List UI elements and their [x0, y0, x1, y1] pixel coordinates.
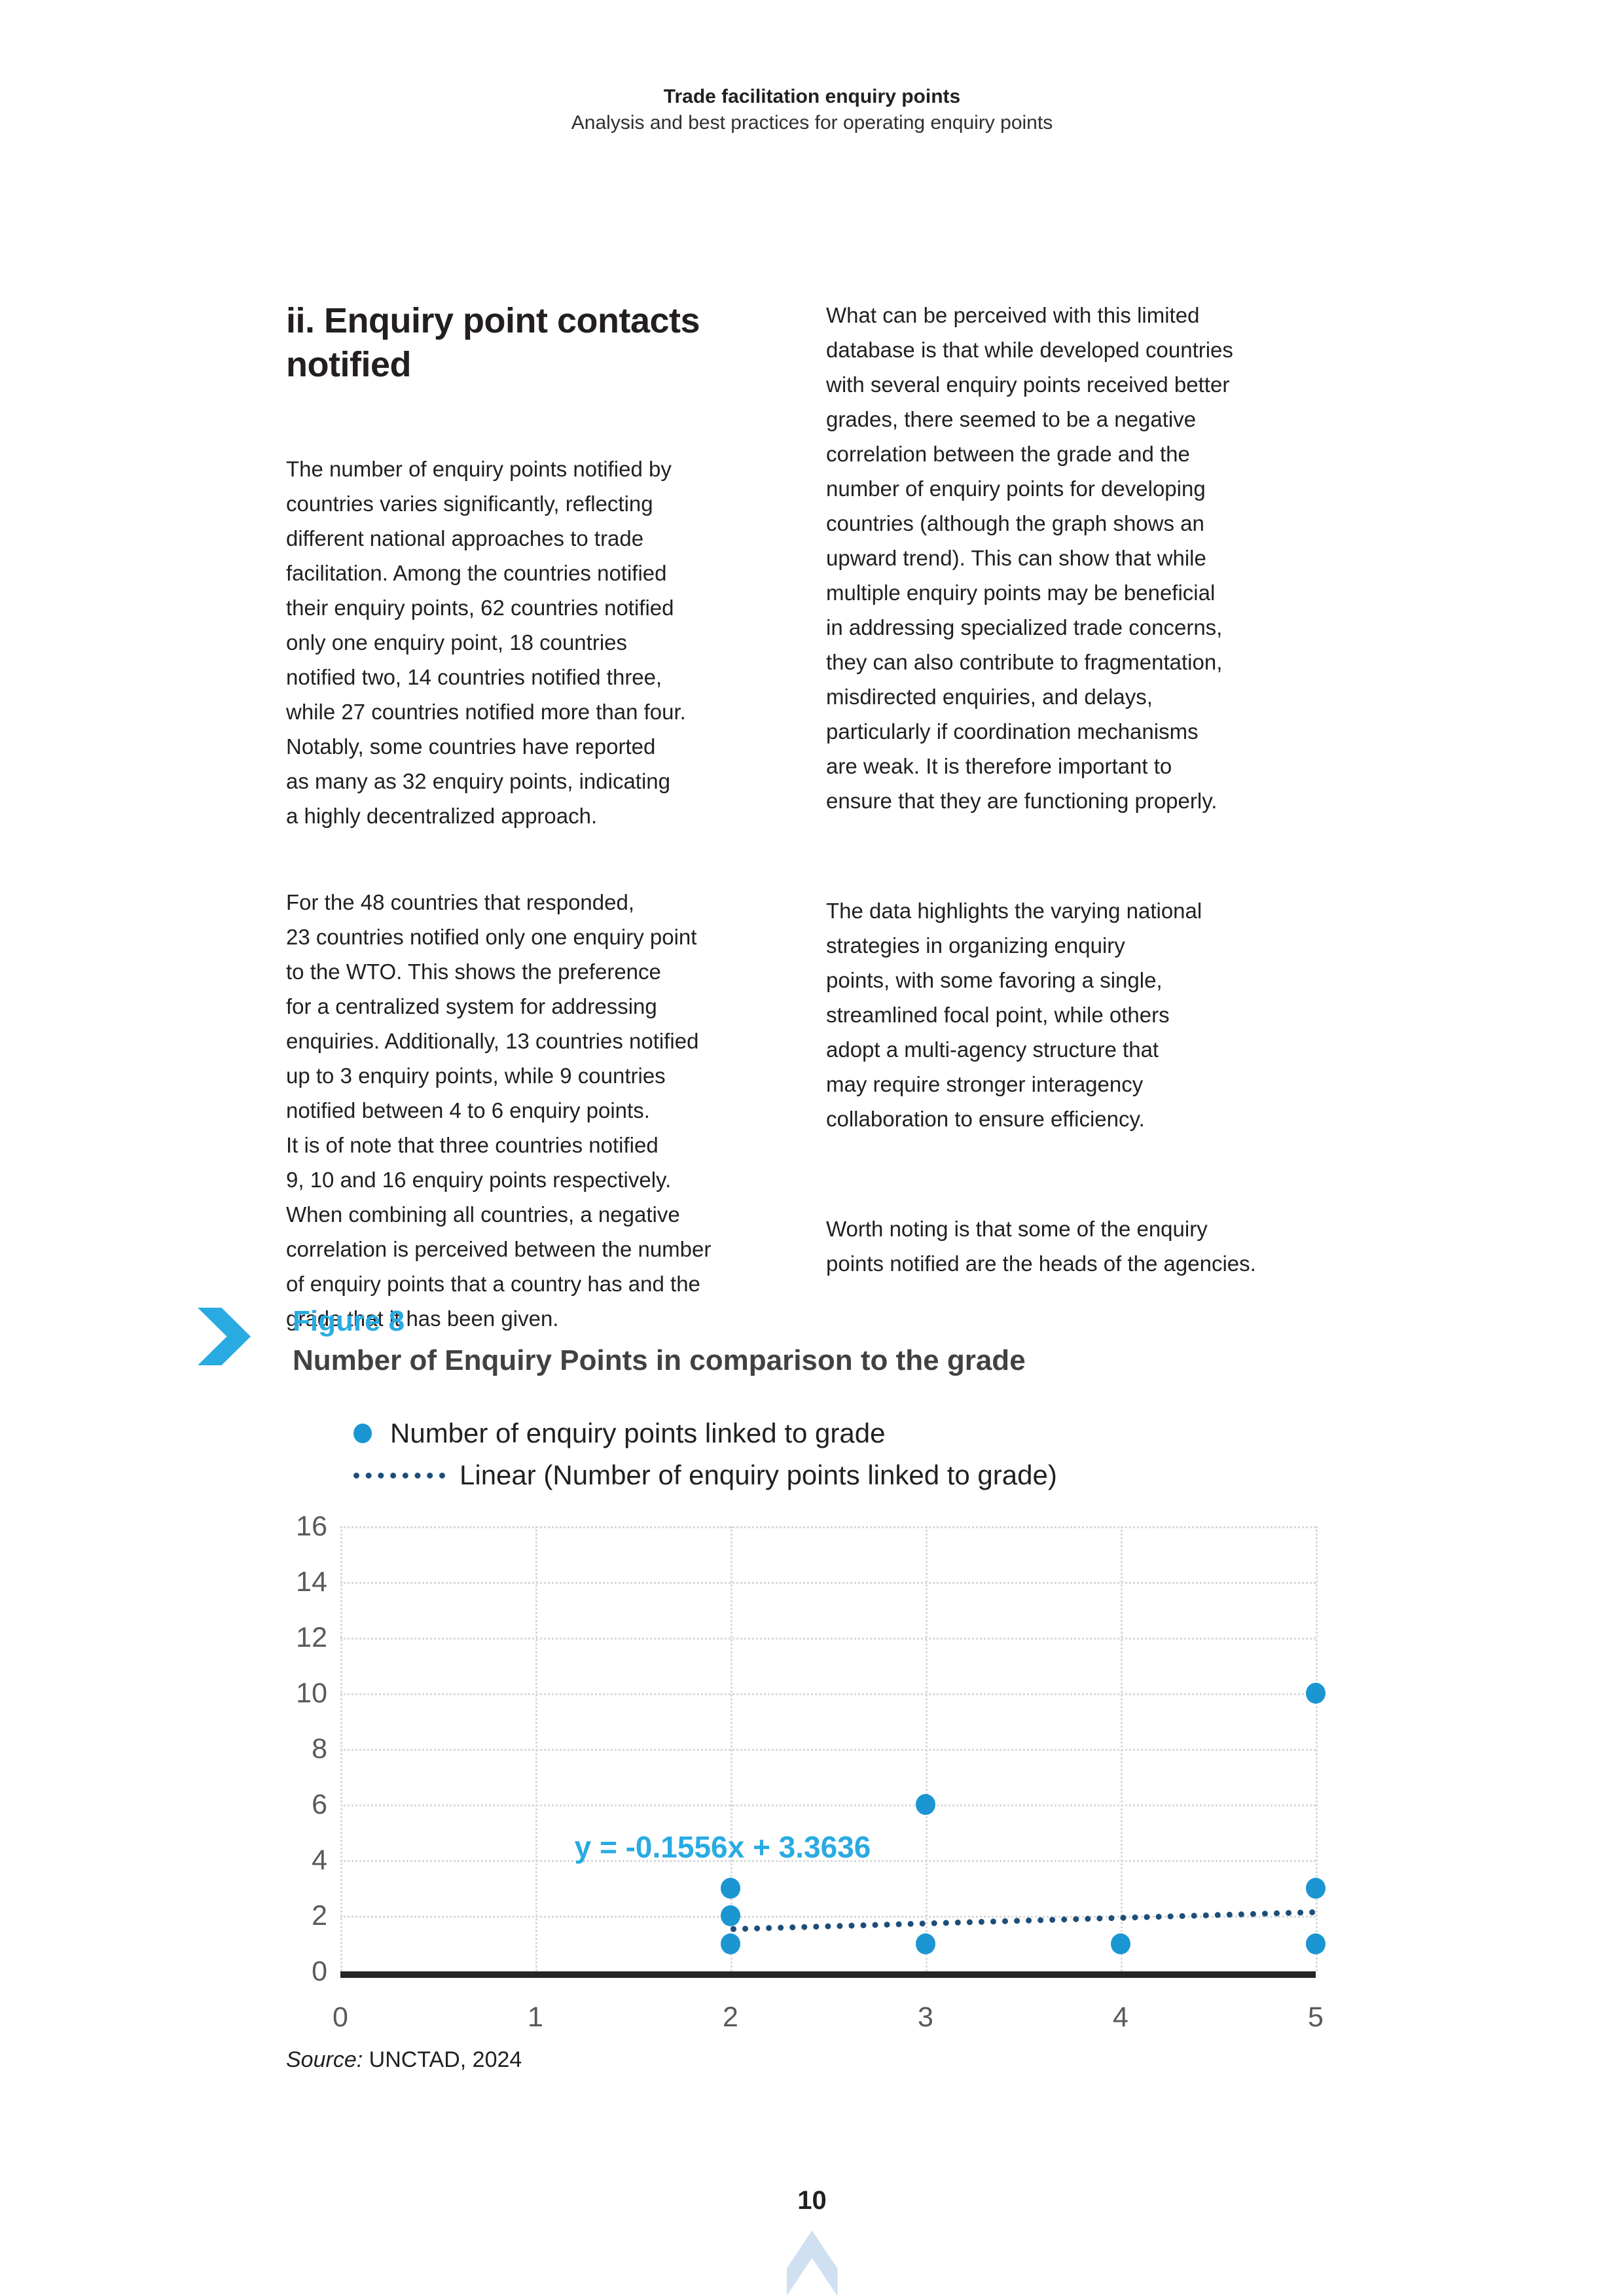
horizontal-gridline [340, 1693, 1316, 1695]
figure-title: Number of Enquiry Points in comparison t… [293, 1344, 1026, 1376]
left-paragraph-1: The number of enquiry points notified by… [286, 457, 686, 828]
bottom-chevron-logo [786, 2231, 838, 2296]
horizontal-gridline [340, 1638, 1316, 1640]
left-column: ii. Enquiry point contacts notified The … [286, 264, 793, 1388]
data-point [721, 1933, 740, 1954]
y-axis-tick-label: 6 [312, 1789, 327, 1820]
data-point [721, 1905, 740, 1926]
horizontal-gridline [340, 1582, 1316, 1584]
y-axis-tick-label: 12 [296, 1622, 327, 1653]
chart-legend: Number of enquiry points linked to grade… [353, 1412, 1057, 1496]
y-axis-tick-label: 4 [312, 1844, 327, 1876]
right-column: What can be perceived with this limited … [826, 263, 1360, 1356]
data-point [916, 1794, 935, 1815]
header-title: Trade facilitation enquiry points [663, 86, 961, 107]
data-point [1306, 1877, 1326, 1899]
left-paragraph-2: For the 48 countries that responded, 23 … [286, 890, 712, 1331]
y-axis-tick-label: 0 [312, 1956, 327, 1987]
x-axis-tick-label: 4 [1113, 2001, 1128, 2033]
source-value: UNCTAD, 2024 [363, 2047, 522, 2072]
trendline [730, 1909, 1316, 1932]
page-number: 10 [797, 2186, 827, 2215]
vertical-gridline [1316, 1526, 1318, 1971]
y-axis-tick-label: 8 [312, 1733, 327, 1765]
right-paragraph-1: What can be perceived with this limited … [826, 303, 1233, 813]
x-axis-tick-label: 0 [333, 2001, 348, 2033]
y-axis-tick-label: 10 [296, 1677, 327, 1709]
scatter-chart-plot-area: y = -0.1556x + 3.3636 [340, 1526, 1326, 1978]
data-point [1111, 1933, 1130, 1954]
x-axis-tick-label: 1 [528, 2001, 543, 2033]
horizontal-gridline [340, 1526, 1316, 1528]
figure-chevron-icon [198, 1308, 251, 1365]
right-paragraph-2: The data highlights the varying national… [826, 899, 1202, 1131]
x-axis-tick-label: 5 [1308, 2001, 1324, 2033]
legend-point-label: Number of enquiry points linked to grade [390, 1418, 886, 1448]
y-axis-tick-label: 16 [296, 1511, 327, 1542]
section-heading: ii. Enquiry point contacts notified [286, 301, 700, 384]
y-axis-tick-label: 2 [312, 1900, 327, 1931]
data-point [721, 1877, 740, 1899]
data-point [916, 1933, 935, 1954]
source-label: Source: [286, 2047, 363, 2072]
header-subtitle: Analysis and best practices for operatin… [571, 112, 1053, 134]
legend-trendline-label: Linear (Number of enquiry points linked … [460, 1460, 1057, 1490]
data-point [1306, 1683, 1326, 1704]
figure-source: Source: UNCTAD, 2024 [286, 2047, 522, 2073]
data-point [1306, 1933, 1326, 1954]
right-paragraph-3: Worth noting is that some of the enquiry… [826, 1217, 1256, 1276]
legend-trendline-marker-icon [353, 1472, 445, 1479]
legend-item-points: Number of enquiry points linked to grade [353, 1412, 1057, 1454]
horizontal-gridline [340, 1804, 1316, 1806]
page-header: Trade facilitation enquiry points Analys… [0, 84, 1624, 136]
figure-heading: Figure 8 Number of Enquiry Points in com… [293, 1304, 1026, 1378]
x-axis-tick-label: 3 [918, 2001, 933, 2033]
horizontal-gridline [340, 1749, 1316, 1751]
x-axis-tick-label: 2 [723, 2001, 738, 2033]
y-axis-tick-label: 14 [296, 1566, 327, 1598]
trendline-equation: y = -0.1556x + 3.3636 [574, 1830, 871, 1865]
legend-item-linear: Linear (Number of enquiry points linked … [353, 1454, 1057, 1496]
horizontal-gridline [340, 1916, 1316, 1918]
figure-label: Figure 8 [293, 1305, 405, 1337]
horizontal-gridline [340, 1860, 1316, 1862]
legend-point-marker-icon [353, 1424, 372, 1443]
